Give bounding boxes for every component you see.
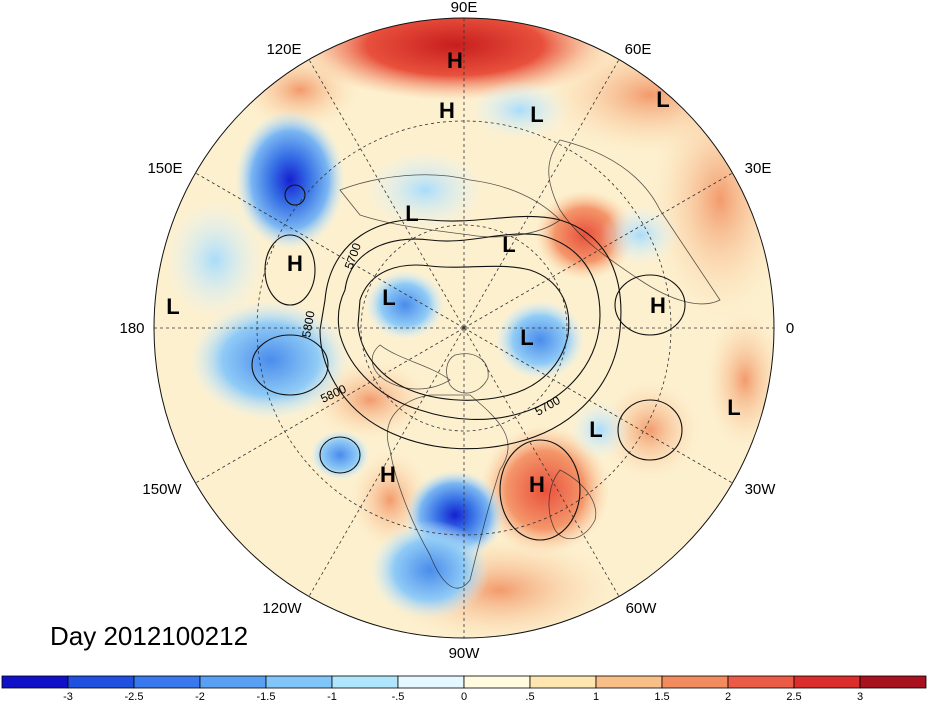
coastlines <box>339 139 721 589</box>
pressure-center-label: H <box>650 293 666 318</box>
lon-label-180: 180 <box>119 320 144 337</box>
lon-label-120e: 120E <box>266 41 301 58</box>
pressure-center-label: L <box>656 87 669 112</box>
pressure-center-label: L <box>520 325 533 350</box>
colorbar-segment <box>1 675 69 689</box>
height-contours <box>251 184 686 541</box>
colorbar-segment <box>661 675 729 689</box>
date-label: Day 2012100212 <box>50 621 248 651</box>
colorbar-tick-label: -2.5 <box>125 691 144 702</box>
pressure-center-label: L <box>166 294 179 319</box>
pressure-center-label: L <box>530 102 543 127</box>
contour-label: 5800 <box>299 309 317 338</box>
graticule <box>154 18 774 638</box>
colorbar-tick-label: .5 <box>525 691 534 702</box>
longitude-labels: 90E 60E 30E 0 30W 60W 90W 120W 150W 180 … <box>119 0 794 662</box>
pressure-center-label: H <box>439 98 455 123</box>
lon-label-90w: 90W <box>449 645 481 662</box>
pressure-center-label: L <box>727 395 740 420</box>
pressure-center-label: L <box>589 417 602 442</box>
colorbar-segment <box>133 675 201 689</box>
colorbar-segment <box>595 675 663 689</box>
lon-label-90e: 90E <box>451 0 478 16</box>
colorbar-segment <box>199 675 267 689</box>
pressure-center-label: H <box>529 472 545 497</box>
colorbar-segment <box>331 675 399 689</box>
lon-label-60e: 60E <box>625 41 652 58</box>
colorbar-tick-label: 3 <box>857 691 863 702</box>
colorbar: -3 -2.5 -2 -1.5 -1 -.5 0 .5 1 1.5 2 2.5 3 <box>1 675 927 702</box>
colorbar-segment <box>727 675 795 689</box>
colorbar-segment <box>529 675 597 689</box>
colorbar-tick-label: -.5 <box>392 691 405 702</box>
colorbar-tick-label: 1 <box>593 691 599 702</box>
colorbar-tick-label: 2.5 <box>786 691 801 702</box>
colorbar-segment <box>859 675 927 689</box>
pressure-center-label: L <box>382 285 395 310</box>
lon-label-60w: 60W <box>626 600 658 617</box>
colorbar-tick-label: -1.5 <box>257 691 276 702</box>
colorbar-segment <box>265 675 333 689</box>
colorbar-segment <box>463 675 531 689</box>
colorbar-segment <box>793 675 861 689</box>
pressure-center-label: H <box>447 48 463 73</box>
globe-border <box>153 17 775 639</box>
lon-label-150e: 150E <box>147 160 182 177</box>
pressure-center-label: L <box>405 201 418 226</box>
colorbar-tick-label: -3 <box>63 691 73 702</box>
pressure-center-label: H <box>380 462 396 487</box>
colorbar-tick-label: 1.5 <box>654 691 669 702</box>
lon-label-120w: 120W <box>262 600 302 617</box>
colorbar-segment <box>397 675 465 689</box>
lon-label-30e: 30E <box>745 160 772 177</box>
colorbar-tick-label: 0 <box>461 691 467 702</box>
colorbar-segment <box>67 675 135 689</box>
colorbar-tick-label: 2 <box>725 691 731 702</box>
lon-label-30w: 30W <box>745 481 777 498</box>
colorbar-tick-label: -1 <box>327 691 337 702</box>
pressure-center-label: H <box>287 251 303 276</box>
lon-label-0: 0 <box>786 320 794 337</box>
lon-label-150w: 150W <box>142 481 182 498</box>
colorbar-tick-label: -2 <box>195 691 205 702</box>
pressure-center-label: L <box>502 232 515 257</box>
pressure-centers: H H L L L L H L L H L L L H H <box>166 48 740 497</box>
